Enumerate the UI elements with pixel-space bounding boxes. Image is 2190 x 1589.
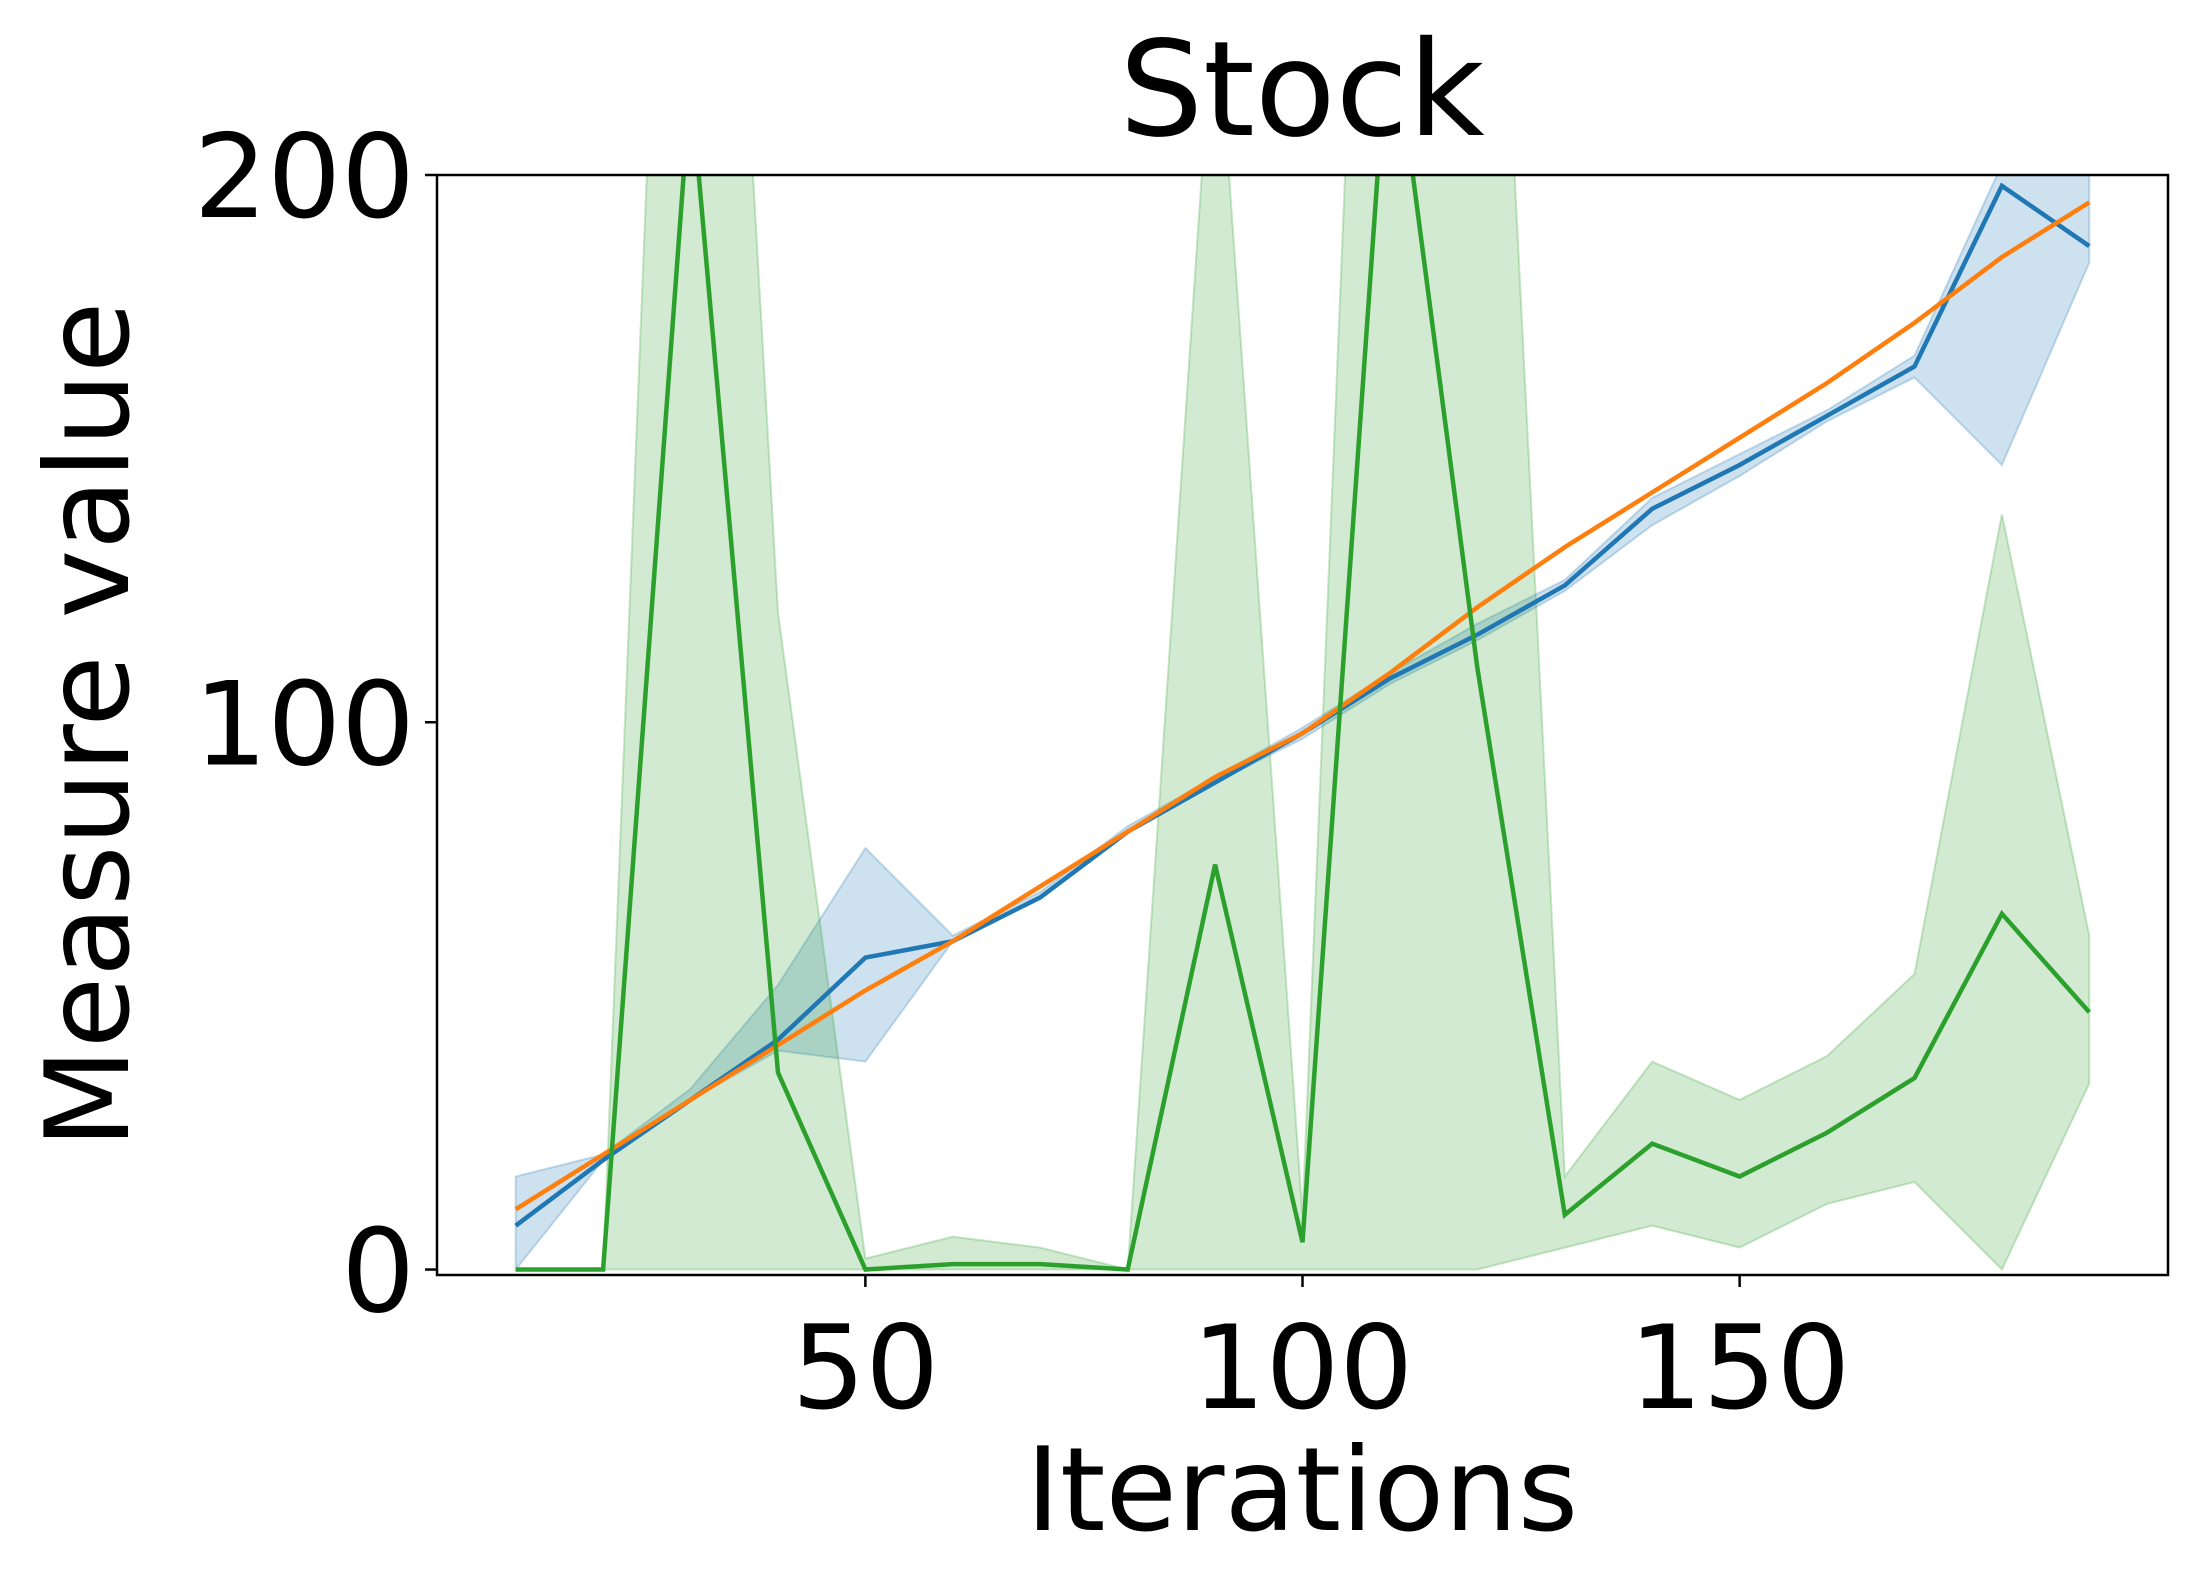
x-tick-label: 100 [1192, 1301, 1413, 1436]
chart-title: Stock [1119, 13, 1485, 167]
x-axis-label: Iterations [1026, 1423, 1578, 1558]
y-axis: 0 100 200 [194, 110, 437, 1340]
series-3-line [515, 175, 2091, 1272]
y-tick-label: 0 [341, 1205, 415, 1340]
x-tick-label: 50 [792, 1301, 940, 1436]
y-tick-label: 200 [194, 110, 415, 245]
y-axis-label: Measure value [21, 302, 156, 1149]
series-lines [514, 175, 2091, 1272]
series-3-band [515, 175, 2091, 1272]
series-2-line [514, 200, 2091, 1212]
x-tick-label: 150 [1629, 1301, 1850, 1436]
y-tick-label: 100 [194, 657, 415, 792]
x-axis: 50 100 150 [792, 1275, 1850, 1436]
confidence-bands [514, 175, 2091, 1273]
